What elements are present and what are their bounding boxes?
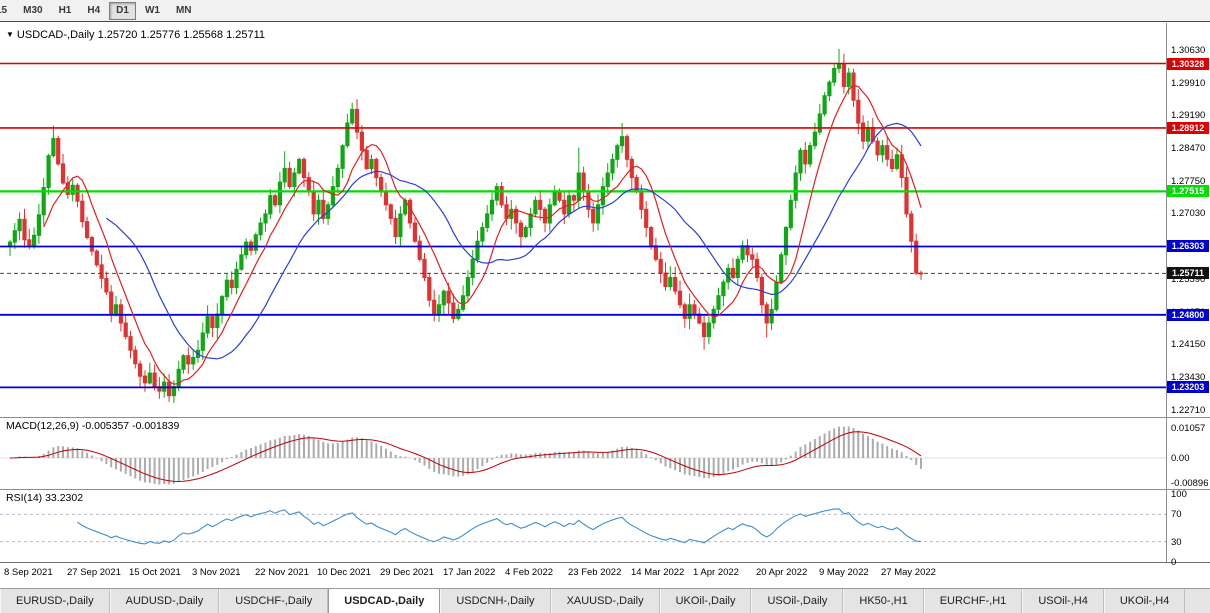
price-scale-tick: 1.29910 [1171, 78, 1206, 89]
period-button-w1[interactable]: W1 [144, 4, 160, 16]
level-price-tag: 1.28912 [1167, 122, 1209, 134]
date-axis-label: 9 May 2022 [819, 567, 869, 578]
macd-scale-tick: 0.01057 [1171, 423, 1206, 434]
chart-tab-eurusd-daily[interactable]: EURUSD-,Daily [0, 589, 110, 613]
date-axis-label: 8 Sep 2021 [4, 567, 53, 578]
date-axis-label: 1 Apr 2022 [693, 567, 739, 578]
macd-scale-tick: 0.00 [1171, 453, 1190, 464]
time-axis-divider [0, 562, 1210, 563]
period-button-h1[interactable]: H1 [58, 4, 72, 16]
chart-marker-icon: ▼ [6, 30, 14, 39]
current-price-tag: 1.25711 [1167, 267, 1209, 279]
time-axis[interactable]: 8 Sep 2021 27 Sep 2021 15 Oct 2021 3 Nov 20… [0, 562, 1210, 588]
rsi-indicator-label: RSI(14) 33.2302 [6, 492, 84, 504]
price-scale-tick: 1.29190 [1171, 110, 1206, 121]
chart-tab-ukoil-h4[interactable]: UKOil-,H4 [1103, 589, 1186, 613]
level-price-tag: 1.27515 [1167, 185, 1209, 197]
period-button-h4[interactable]: H4 [87, 4, 101, 16]
chart-tab-eurchf-h1[interactable]: EURCHF-,H1 [923, 589, 1023, 613]
date-axis-label: 15 Oct 2021 [129, 567, 181, 578]
level-price-tag: 1.24800 [1167, 309, 1209, 321]
date-axis-label: 22 Nov 2021 [255, 567, 309, 578]
macd-indicator-label: MACD(12,26,9) -0.005357 -0.001839 [6, 420, 180, 432]
rsi-panel-divider[interactable] [0, 489, 1210, 490]
date-axis-label: 23 Feb 2022 [568, 567, 622, 578]
price-scale-tick: 1.25590 [1171, 274, 1206, 285]
chart-tab-xauusd-daily[interactable]: XAUUSD-,Daily [550, 589, 660, 613]
chart-title: ▼ USDCAD-,Daily 1.25720 1.25776 1.25568 1… [6, 29, 265, 41]
date-axis-label: 4 Feb 2022 [505, 567, 554, 578]
date-axis-label: 10 Dec 2021 [317, 567, 371, 578]
period-button-d1[interactable]: D1 [109, 1, 136, 20]
period-button-15[interactable]: 15 [0, 4, 8, 16]
price-scale[interactable]: 1.30630 1.29910 1.29190 1.28470 1.27750 1.270… [1166, 0, 1210, 588]
period-button-m30[interactable]: M30 [23, 4, 43, 16]
chart-tab-usdcad-daily[interactable]: USDCAD-,Daily [328, 589, 441, 613]
date-axis-label: 3 Nov 2021 [192, 567, 241, 578]
macd-indicator-panel[interactable] [0, 418, 1166, 489]
rsi-indicator-panel[interactable] [0, 490, 1166, 562]
chart-tab-bar: EURUSD-,Daily AUDUSD-,Daily USDCHF-,Daily U… [0, 588, 1210, 613]
price-scale-tick: 1.27030 [1171, 208, 1206, 219]
chart-tab-usoil-h4[interactable]: USOil-,H4 [1022, 589, 1104, 613]
macd-panel-divider[interactable] [0, 417, 1210, 418]
price-scale-tick: 1.24150 [1171, 339, 1206, 350]
level-price-tag: 1.26303 [1167, 240, 1209, 252]
level-price-tag: 1.30328 [1167, 58, 1209, 70]
date-axis-label: 14 Mar 2022 [631, 567, 685, 578]
level-price-tag: 1.23203 [1167, 381, 1209, 393]
price-scale-tick: 1.22710 [1171, 405, 1206, 416]
date-axis-label: 17 Jan 2022 [443, 567, 496, 578]
date-axis-label: 27 May 2022 [881, 567, 936, 578]
chart-tab-usoil-daily[interactable]: USOil-,Daily [751, 589, 844, 613]
chart-tab-audusd-daily[interactable]: AUDUSD-,Daily [109, 589, 220, 613]
rsi-scale-tick: 0 [1171, 557, 1177, 568]
macd-scale-tick: -0.00896 [1171, 478, 1209, 489]
date-axis-label: 20 Apr 2022 [756, 567, 808, 578]
chart-tab-usdchf-daily[interactable]: USDCHF-,Daily [219, 589, 329, 613]
price-scale-tick: 1.28470 [1171, 143, 1206, 154]
main-price-chart[interactable] [0, 23, 1166, 417]
timeframe-toolbar: 15 M30 H1 H4 D1 W1 MN [0, 0, 1210, 22]
price-scale-divider [1166, 23, 1167, 562]
chart-ohlc-values: 1.25720 1.25776 1.25568 1.25711 [97, 29, 266, 41]
rsi-scale-tick: 100 [1171, 489, 1187, 500]
chart-tab-usdcnh-daily[interactable]: USDCNH-,Daily [440, 589, 551, 613]
chart-symbol-period: USDCAD-,Daily [16, 29, 95, 41]
rsi-scale-tick: 70 [1171, 509, 1182, 520]
rsi-scale-tick: 30 [1171, 537, 1182, 548]
chart-tab-ukoil-daily[interactable]: UKOil-,Daily [659, 589, 752, 613]
price-scale-tick: 1.23430 [1171, 372, 1206, 383]
date-axis-label: 29 Dec 2021 [380, 567, 434, 578]
price-scale-tick: 1.27750 [1171, 176, 1206, 187]
price-scale-tick: 1.30630 [1171, 45, 1206, 56]
period-button-mn[interactable]: MN [175, 4, 192, 16]
chart-tab-hk50-h1[interactable]: HK50-,H1 [843, 589, 924, 613]
date-axis-label: 27 Sep 2021 [67, 567, 121, 578]
